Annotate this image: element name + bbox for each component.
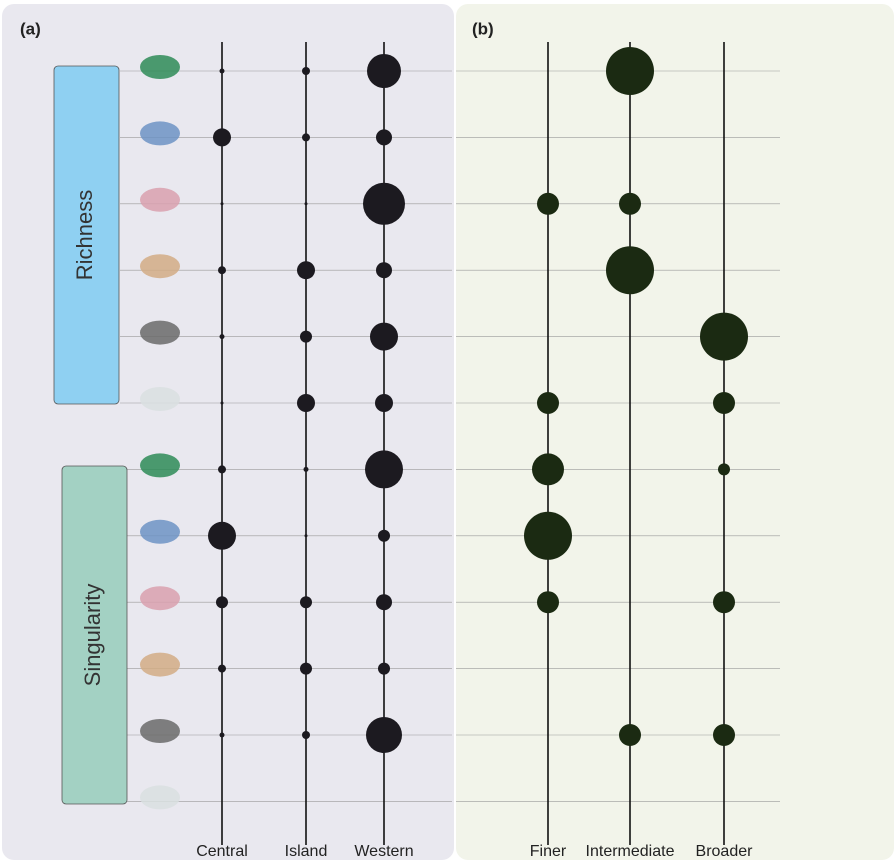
column-label: Broader <box>696 843 754 860</box>
taxon-icon <box>140 121 180 146</box>
bubble <box>537 591 559 614</box>
taxon-icon <box>140 55 180 79</box>
column-label: Central <box>196 843 248 860</box>
column-label: Intermediate <box>586 843 675 860</box>
taxon-icon <box>140 320 180 345</box>
taxon-icon <box>140 453 180 478</box>
bubble <box>220 401 224 405</box>
group-label: Richness <box>72 190 97 280</box>
bubble <box>303 466 309 472</box>
bubble <box>219 68 225 74</box>
bubble <box>304 534 308 538</box>
bubble <box>218 465 226 474</box>
bubble <box>537 192 559 215</box>
panel-label: (b) <box>472 19 494 38</box>
group-label: Singularity <box>80 584 105 687</box>
bubble <box>713 392 735 414</box>
bubble <box>220 202 224 206</box>
bubble <box>300 662 312 675</box>
bubble <box>606 246 654 295</box>
bubble <box>376 129 392 146</box>
bubble <box>297 394 315 412</box>
taxon-icon <box>140 785 180 810</box>
bubble <box>218 266 226 275</box>
panel-b-background <box>456 4 894 860</box>
bubble <box>300 330 312 343</box>
group-box <box>53 65 120 405</box>
bubble <box>367 54 401 88</box>
bubble <box>302 133 310 142</box>
taxon-icon <box>140 586 180 611</box>
bubble <box>713 591 735 614</box>
bubble <box>219 732 225 738</box>
bubble <box>532 453 564 486</box>
taxon-icon <box>140 719 180 743</box>
bubble <box>366 717 402 753</box>
bubble <box>216 596 228 609</box>
taxon-icon <box>140 187 180 212</box>
column-label: Finer <box>530 843 567 860</box>
panel-label: (a) <box>20 19 41 38</box>
group-box <box>61 465 128 805</box>
bubble <box>524 511 572 560</box>
bubble <box>208 521 236 550</box>
bubble <box>700 312 748 361</box>
bubble <box>363 182 405 225</box>
bubble <box>713 724 735 746</box>
bubble <box>376 262 392 279</box>
bubble <box>302 67 310 75</box>
bubble <box>606 47 654 95</box>
bubble <box>619 724 641 746</box>
bubble <box>718 463 730 476</box>
bubble <box>537 392 559 414</box>
bubble <box>376 594 392 611</box>
taxon-icon <box>140 254 180 279</box>
bubble <box>218 664 226 673</box>
bubble <box>300 596 312 609</box>
bubble <box>370 322 398 351</box>
bubble <box>378 529 390 542</box>
bubble <box>378 662 390 675</box>
taxon-icon <box>140 652 180 677</box>
column-label: Island <box>285 843 328 860</box>
bubble <box>213 128 231 147</box>
taxon-icon <box>140 387 180 411</box>
taxon-icon <box>140 519 180 544</box>
bubble <box>365 450 403 489</box>
bubble <box>297 261 315 280</box>
bubble <box>302 731 310 739</box>
bubble <box>375 394 393 412</box>
bubble <box>304 202 308 206</box>
column-label: Western <box>354 843 413 860</box>
bubble <box>219 334 225 340</box>
bubble <box>619 192 641 215</box>
